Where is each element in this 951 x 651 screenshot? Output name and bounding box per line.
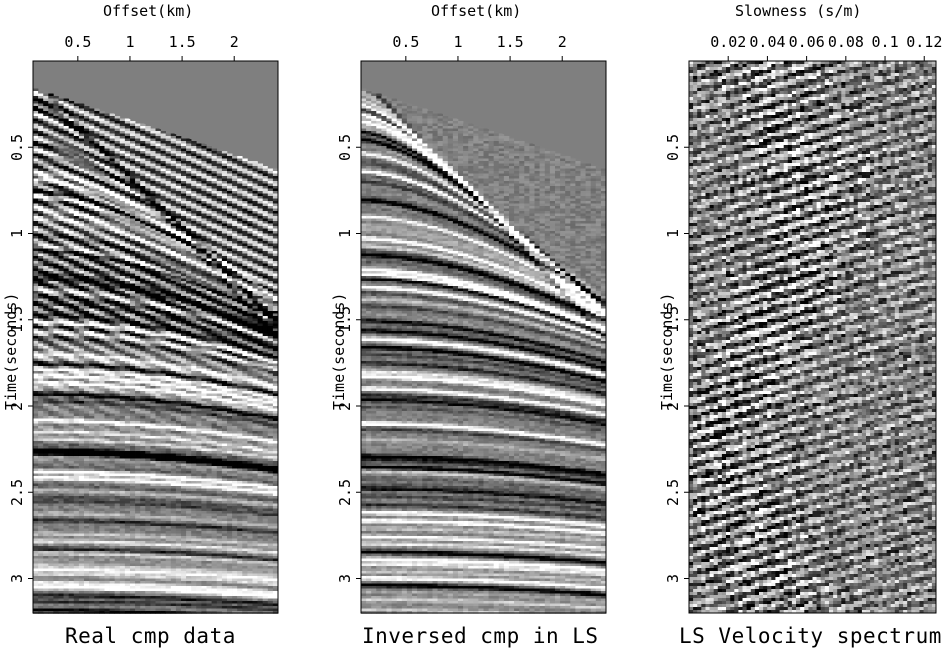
panel-caption: LS Velocity spectrum (679, 624, 942, 648)
x-tick-label: 1 (453, 33, 462, 51)
panel-inversed-cmp: Offset(km) Time(seconds) Inversed cmp in… (328, 0, 628, 651)
x-tick-label: 0.5 (64, 33, 91, 51)
y-tick-label: 3 (664, 574, 682, 583)
x-tick-label: 2 (230, 33, 239, 51)
panel-caption: Real cmp data (65, 624, 236, 648)
seismic-image (356, 56, 607, 614)
y-tick-label: 2.5 (664, 479, 682, 506)
seismic-image (28, 56, 279, 614)
y-tick-label: 1.5 (8, 306, 26, 333)
y-tick-label: 1 (664, 229, 682, 238)
y-tick-label: 1 (8, 229, 26, 238)
x-axis-label: Slowness (s/m) (735, 2, 861, 20)
x-tick-label: 0.04 (749, 33, 785, 51)
y-tick-label: 2.5 (8, 479, 26, 506)
x-tick-label: 0.5 (392, 33, 419, 51)
plot-frame (32, 60, 279, 614)
panel-real-cmp: Offset(km) Time(seconds) Real cmp data 0… (0, 0, 300, 651)
x-tick-label: 0.06 (789, 33, 825, 51)
x-tick-label: 0.1 (872, 33, 899, 51)
x-tick-label: 1 (125, 33, 134, 51)
panel-velocity-spectrum: Slowness (s/m) Time(seconds) LS Velocity… (656, 0, 951, 651)
panel-caption: Inversed cmp in LS (362, 624, 599, 648)
mute-zone (33, 61, 278, 168)
velocity-spectrum-image (684, 56, 937, 614)
y-tick-label: 2 (8, 401, 26, 410)
y-tick-label: 2 (336, 401, 354, 410)
plot-frame (688, 60, 937, 614)
y-tick-label: 0.5 (664, 134, 682, 161)
y-tick-label: 2 (664, 401, 682, 410)
x-tick-label: 0.12 (906, 33, 942, 51)
y-tick-label: 1 (336, 229, 354, 238)
x-tick-label: 1.5 (497, 33, 524, 51)
y-tick-label: 3 (8, 574, 26, 583)
mute-zone (361, 61, 606, 168)
x-tick-label: 1.5 (169, 33, 196, 51)
y-tick-label: 1.5 (336, 306, 354, 333)
x-axis-label: Offset(km) (103, 2, 193, 20)
y-tick-label: 2.5 (336, 479, 354, 506)
plot-frame (360, 60, 607, 614)
y-tick-label: 3 (336, 574, 354, 583)
x-axis-label: Offset(km) (431, 2, 521, 20)
x-tick-label: 0.08 (828, 33, 864, 51)
y-tick-label: 0.5 (8, 134, 26, 161)
x-tick-label: 2 (558, 33, 567, 51)
y-tick-label: 1.5 (664, 306, 682, 333)
y-tick-label: 0.5 (336, 134, 354, 161)
x-tick-label: 0.02 (710, 33, 746, 51)
image-raster (689, 61, 937, 614)
image-raster (33, 61, 279, 614)
